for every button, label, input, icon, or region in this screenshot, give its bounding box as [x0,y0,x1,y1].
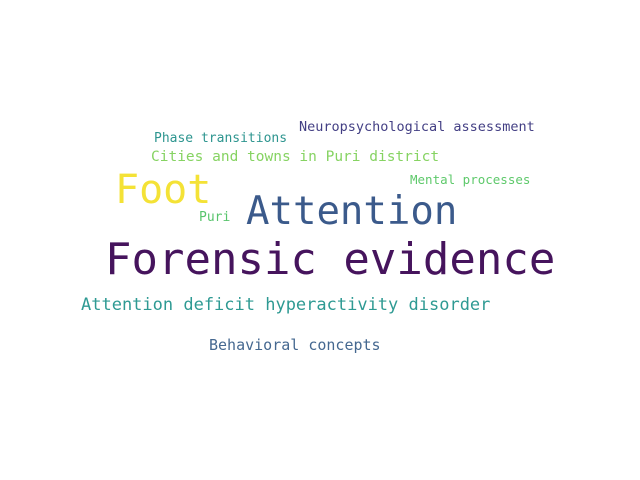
word-puri: Puri [199,210,231,225]
word-foot: Foot [115,167,212,213]
word-behavioral-concepts: Behavioral concepts [209,336,381,354]
word-neuropsychological-assessment: Neuropsychological assessment [299,119,535,135]
word-attention: Attention [246,189,458,234]
word-phase-transitions: Phase transitions [154,131,288,146]
word-mental-processes: Mental processes [410,172,531,187]
word-cities-and-towns-in-puri-district: Cities and towns in Puri district [151,149,440,165]
word-forensic-evidence: Forensic evidence [105,234,556,285]
word-adhd: Attention deficit hyperactivity disorder [81,295,491,315]
